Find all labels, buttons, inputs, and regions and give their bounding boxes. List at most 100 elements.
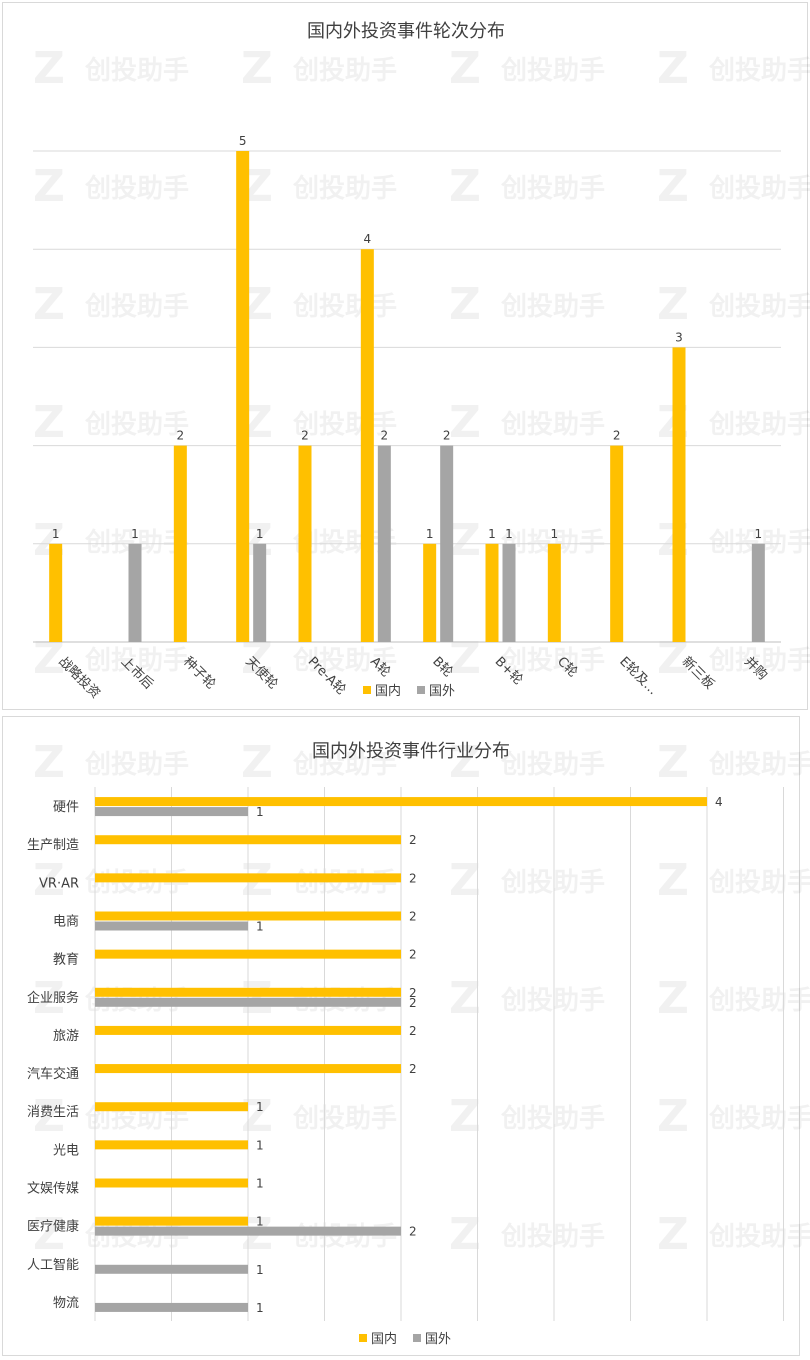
watermark-logo: Z <box>657 1209 689 1260</box>
legend-label: 国外 <box>429 684 455 699</box>
data-label: 2 <box>177 429 185 443</box>
y-tick-label: 旅游 <box>53 1029 79 1044</box>
watermark-text: 创投助手 <box>708 1104 810 1134</box>
watermark-logo: Z <box>33 161 65 212</box>
watermark-logo: Z <box>449 1209 481 1260</box>
y-tick-label: 硬件 <box>53 800 79 815</box>
y-tick-label: VR·AR <box>39 876 79 891</box>
watermark-logo: Z <box>33 397 65 448</box>
watermark-text: 创投助手 <box>708 986 810 1016</box>
watermark-logo: Z <box>33 279 65 330</box>
data-label: 1 <box>52 527 60 541</box>
watermark-logo: Z <box>33 737 65 788</box>
watermark-logo: Z <box>33 1209 65 1260</box>
bar <box>95 949 401 959</box>
watermark-logo: Z <box>33 1091 65 1142</box>
watermark-logo: Z <box>449 855 481 906</box>
y-tick-label: 教育 <box>53 952 79 968</box>
bar <box>95 807 248 817</box>
chart-title: 国内外投资事件行业分布 <box>312 741 510 762</box>
watermark-text: 创投助手 <box>500 750 605 780</box>
watermark-text: 创投助手 <box>84 56 189 86</box>
watermark-text: 创投助手 <box>84 646 189 676</box>
bar <box>95 1102 248 1112</box>
watermark-logo: Z <box>449 515 481 566</box>
watermark-text: 创投助手 <box>708 1222 810 1252</box>
watermark-logo: Z <box>657 973 689 1024</box>
bar <box>360 249 374 642</box>
y-tick-label: 生产制造 <box>27 838 79 853</box>
watermark-logo: Z <box>657 737 689 788</box>
bar <box>502 543 516 642</box>
watermark-logo: Z <box>449 279 481 330</box>
bar <box>95 1302 248 1312</box>
y-tick-label: 电商 <box>53 915 79 930</box>
watermark-text: 创投助手 <box>84 1222 189 1252</box>
data-label: 1 <box>256 527 264 541</box>
data-label: 2 <box>409 948 417 962</box>
bar <box>95 987 401 997</box>
industry-distribution-chart: Z 创投助手 Z 创投助手 Z 创投助手 Z 创投助手 Z 创投助手 Z 创投助手 Z 创投助手 Z 创投助手… <box>27 737 810 1347</box>
watermark-logo: Z <box>33 43 65 94</box>
watermark-text: 创投助手 <box>84 750 189 780</box>
bar <box>672 347 686 642</box>
data-label: 1 <box>256 805 264 819</box>
watermark-text: 创投助手 <box>500 868 605 898</box>
legend: 国内 国外 <box>359 1331 451 1347</box>
data-label: 3 <box>675 330 683 344</box>
legend: 国内 国外 <box>363 683 455 699</box>
bar <box>547 543 561 642</box>
bar <box>95 1025 401 1035</box>
watermark-logo: Z <box>449 397 481 448</box>
watermark-text: 创投助手 <box>84 868 189 898</box>
data-label: 1 <box>755 527 763 541</box>
x-tick-label: E轮及… <box>616 654 660 698</box>
data-label: 1 <box>256 1100 264 1114</box>
watermark-text: 创投助手 <box>292 56 397 86</box>
industry-distribution-chart-panel: Z 创投助手 Z 创投助手 Z 创投助手 Z 创投助手 Z 创投助手 Z 创投助手 Z 创投助手 Z 创投助手… <box>2 716 810 1356</box>
watermark-logo: Z <box>241 43 273 94</box>
watermark-logo: Z <box>657 855 689 906</box>
watermark-text: 创投助手 <box>500 174 605 204</box>
data-label: 2 <box>443 429 451 443</box>
bar <box>423 543 437 642</box>
bar <box>95 1178 248 1188</box>
data-label: 1 <box>256 1138 264 1152</box>
bar <box>377 445 391 642</box>
legend-label: 国内 <box>371 1331 397 1347</box>
data-label: 1 <box>256 1177 264 1191</box>
watermark-text: 创投助手 <box>84 410 189 440</box>
bar <box>173 445 187 642</box>
legend-label: 国外 <box>425 1332 451 1347</box>
data-label: 1 <box>256 920 264 934</box>
legend-swatch <box>359 1334 367 1342</box>
bar <box>95 921 248 931</box>
data-label: 2 <box>409 871 417 885</box>
legend-swatch <box>363 686 371 694</box>
y-tick-label: 光电 <box>53 1143 79 1158</box>
watermark-logo: Z <box>449 161 481 212</box>
data-label: 1 <box>488 527 496 541</box>
watermark-text: 创投助手 <box>708 410 810 440</box>
watermark-text: 创投助手 <box>292 410 397 440</box>
watermark-logo: Z <box>449 1091 481 1142</box>
watermark-text: 创投助手 <box>500 56 605 86</box>
watermark-logo: Z <box>657 161 689 212</box>
watermark-logo: Z <box>33 855 65 906</box>
watermark-text: 创投助手 <box>292 174 397 204</box>
data-label: 2 <box>409 996 417 1010</box>
chart-title: 国内外投资事件轮次分布 <box>307 21 505 42</box>
watermark-text: 创投助手 <box>84 174 189 204</box>
data-label: 2 <box>381 429 389 443</box>
y-tick-label: 医疗健康 <box>27 1219 79 1235</box>
bar <box>95 835 401 845</box>
data-label: 2 <box>409 1024 417 1038</box>
data-label: 1 <box>256 1301 264 1315</box>
bar <box>751 543 765 642</box>
y-tick-label: 物流 <box>53 1296 79 1311</box>
watermark-text: 创投助手 <box>292 1104 397 1134</box>
bar <box>298 445 312 642</box>
watermark-logo: Z <box>241 737 273 788</box>
data-label: 1 <box>256 1263 264 1277</box>
y-tick-label: 消费生活 <box>27 1105 79 1120</box>
